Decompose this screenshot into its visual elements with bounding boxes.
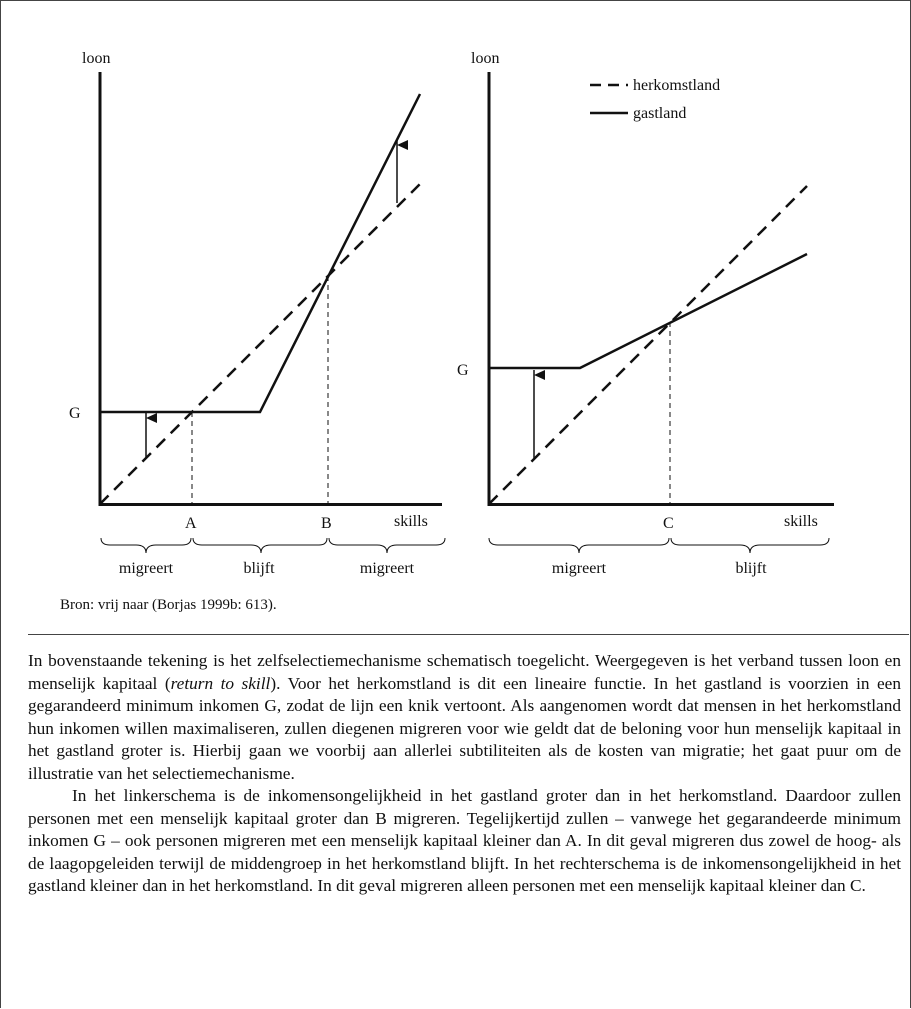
right-origin-dashed-line [488, 185, 808, 505]
legend: herkomstland gastland [590, 77, 720, 122]
right-group-label-1: migreert [552, 560, 607, 577]
left-origin-dashed-line [99, 183, 421, 505]
left-diagram: loon G A B skills migreert blijft migree… [69, 50, 446, 577]
left-brace-1 [100, 537, 192, 554]
legend-label-origin: herkomstland [633, 77, 720, 94]
divider [28, 634, 909, 635]
legend-label-destination: gastland [633, 105, 686, 122]
left-destination-solid-line [100, 93, 422, 414]
right-destination-solid-line [489, 252, 808, 370]
diagram-canvas: loon G A B skills migreert blijft migree… [69, 50, 834, 577]
left-group-label-1: migreert [119, 560, 174, 577]
paragraph-1: In bovenstaande tekening is het zelfsele… [28, 650, 901, 785]
left-brace-3 [328, 537, 446, 554]
left-x-axis-label: skills [394, 513, 428, 530]
return-to-skill-term: return to skill [170, 673, 271, 693]
left-group-label-2: blijft [243, 560, 275, 577]
source-caption: Bron: vrij naar (Borjas 1999b: 613). [60, 597, 277, 613]
left-brace-2 [192, 537, 328, 554]
right-label-c: C [663, 515, 674, 532]
right-brace-2 [670, 537, 830, 554]
right-y-axis-label: loon [471, 50, 499, 67]
explanation-text: In bovenstaande tekening is het zelfsele… [28, 650, 901, 898]
left-group-label-3: migreert [360, 560, 415, 577]
right-diagram: loon G C skills migreert blijft herkomst… [457, 50, 834, 577]
left-y-axis-label: loon [82, 50, 110, 67]
left-label-a: A [185, 515, 197, 532]
right-group-label-2: blijft [735, 560, 767, 577]
paragraph-1-part-2: ). Voor het herkomstland is dit een line… [28, 673, 901, 783]
left-label-b: B [321, 515, 332, 532]
paragraph-1-part-1: In bovenstaande tekening is het zelfsele… [28, 651, 901, 693]
right-x-axis-label: skills [784, 513, 818, 530]
right-g-label: G [457, 362, 469, 379]
paragraph-2: In het linkerschema is de inkomensongeli… [28, 786, 901, 895]
right-brace-1 [488, 537, 670, 554]
left-g-label: G [69, 405, 81, 422]
